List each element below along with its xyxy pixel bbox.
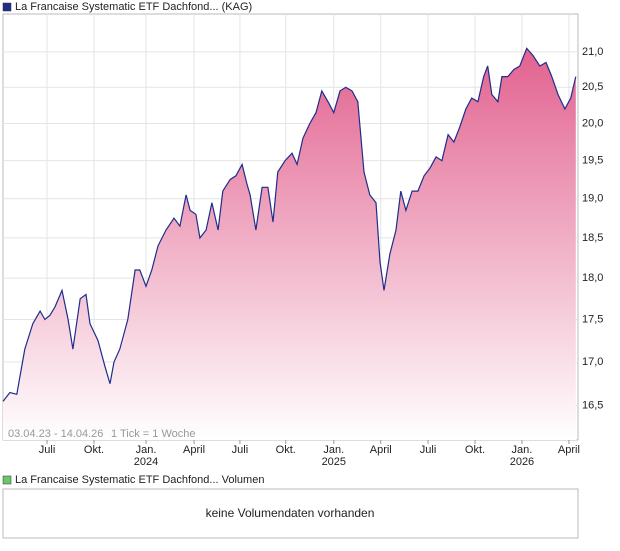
x-tick-label: Juli xyxy=(420,444,437,456)
x-tick-label: April xyxy=(183,444,205,456)
tick-note: 1 Tick = 1 Woche xyxy=(111,428,195,440)
year-label: 2024 xyxy=(134,456,158,468)
line xyxy=(2,47,577,402)
x-tick-label: Okt. xyxy=(84,444,104,456)
volume-legend: La Francaise Systematic ETF Dachfond... … xyxy=(15,474,264,486)
x-tick-label: Jan. xyxy=(136,444,157,456)
x-tick-label: Jan. xyxy=(323,444,344,456)
y-tick-label: 19,0 xyxy=(582,193,603,205)
x-tick-label: April xyxy=(558,444,580,456)
y-tick-label: 18,0 xyxy=(582,272,603,284)
legend-label: La Francaise Systematic ETF Dachfond... … xyxy=(15,1,252,13)
y-tick-label: 20,0 xyxy=(582,117,603,129)
area xyxy=(3,48,576,441)
y-tick-label: 18,5 xyxy=(582,232,603,244)
x-tick-label: Okt. xyxy=(465,444,485,456)
x-tick-label: Okt. xyxy=(276,444,296,456)
y-tick-label: 16,5 xyxy=(582,400,603,412)
y-tick-label: 19,5 xyxy=(582,155,603,167)
year-label: 2026 xyxy=(510,456,534,468)
volume-message: keine Volumendaten vorhanden xyxy=(206,506,375,520)
x-tick-label: Juli xyxy=(232,444,249,456)
legend-swatch xyxy=(2,2,12,12)
volume-frame xyxy=(2,488,579,539)
x-tick-label: Juli xyxy=(39,444,56,456)
y-tick-label: 20,5 xyxy=(582,81,603,93)
y-tick-label: 17,5 xyxy=(582,313,603,325)
year-label: 2025 xyxy=(322,456,346,468)
y-tick-label: 17,0 xyxy=(582,356,603,368)
x-tick-label: Jan. xyxy=(512,444,533,456)
range-label: 03.04.23 - 14.04.26 xyxy=(8,428,103,440)
legend-swatch xyxy=(2,475,12,485)
y-tick-label: 21,0 xyxy=(582,46,603,58)
x-tick-label: April xyxy=(370,444,392,456)
